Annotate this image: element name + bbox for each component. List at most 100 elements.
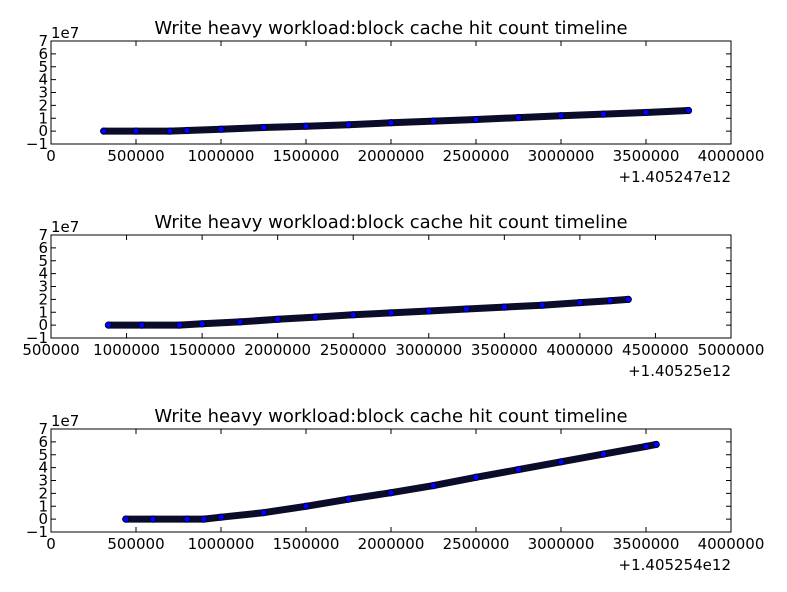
- data-point: [429, 117, 438, 125]
- x-tick-label: 500000: [22, 341, 79, 359]
- y-tick-label: 0: [38, 316, 48, 334]
- x-tick-label: 1000000: [188, 147, 255, 165]
- y-tick-label: 1: [38, 109, 48, 127]
- x-tick-label: 4000000: [546, 341, 613, 359]
- y-tick-label: 5: [38, 252, 48, 270]
- data-point: [472, 115, 480, 124]
- y-tick-label: −1: [26, 523, 48, 541]
- x-tick-label: 2000000: [358, 147, 425, 165]
- data-point: [599, 450, 608, 458]
- x-tick-label: 3000000: [528, 147, 595, 165]
- x-tick-label: 500000: [107, 535, 164, 553]
- data-point: [576, 298, 584, 307]
- y-tick-label: 6: [38, 45, 48, 63]
- y-tick-label: −1: [26, 135, 48, 153]
- y-tick-label: 3: [38, 278, 48, 296]
- x-tick-label: 2500000: [443, 535, 510, 553]
- x-tick-label: 3500000: [471, 341, 538, 359]
- x-tick-label: 1500000: [273, 147, 340, 165]
- y-scale-label: 1e7: [51, 218, 79, 236]
- data-point: [538, 301, 546, 309]
- chart-panel-1: Write heavy workload:block cache hit cou…: [26, 18, 765, 186]
- data-point: [557, 458, 565, 466]
- series-line: [104, 295, 632, 329]
- data-point: [200, 515, 208, 523]
- y-tick-label: 7: [38, 420, 48, 438]
- data-point: [429, 482, 438, 490]
- series-line: [122, 440, 660, 523]
- y-tick-label: 1: [38, 497, 48, 515]
- y-tick-label: 6: [38, 239, 48, 257]
- y-tick-label: 3: [38, 84, 48, 102]
- x-tick-label: 4000000: [698, 535, 765, 553]
- data-point: [302, 502, 310, 510]
- y-tick-label: 5: [38, 58, 48, 76]
- data-point: [599, 110, 608, 118]
- x-tick-label: 4000000: [698, 147, 765, 165]
- y-tick-label: −1: [26, 329, 48, 347]
- data-point: [514, 114, 523, 122]
- x-tick-label: 2000000: [244, 341, 311, 359]
- x-tick-label: 500000: [107, 147, 164, 165]
- data-point: [217, 125, 225, 133]
- data-point: [122, 515, 130, 523]
- y-tick-label: 7: [38, 32, 48, 50]
- data-point: [104, 321, 113, 329]
- y-tick-label: 6: [38, 433, 48, 451]
- y-tick-label: 4: [38, 71, 48, 89]
- chart-panel-2: Write heavy workload:block cache hit cou…: [22, 212, 764, 380]
- data-point: [652, 440, 660, 449]
- y-tick-label: 2: [38, 484, 48, 502]
- x-tick-label: 1500000: [273, 535, 340, 553]
- data-point: [606, 297, 614, 305]
- x-tick-label: 3500000: [613, 147, 680, 165]
- x-tick-label: 2500000: [320, 341, 387, 359]
- data-point: [100, 127, 108, 135]
- data-point: [684, 106, 693, 115]
- data-point: [183, 515, 191, 523]
- data-point: [642, 442, 650, 450]
- data-point: [149, 515, 157, 523]
- x-offset-label: +1.405254e12: [619, 556, 731, 574]
- x-tick-label: 3000000: [395, 341, 462, 359]
- x-tick-label: 3500000: [613, 535, 680, 553]
- x-tick-label: 3000000: [528, 535, 595, 553]
- data-point: [183, 126, 191, 135]
- x-tick-label: 0: [46, 535, 56, 553]
- data-point: [311, 313, 320, 321]
- data-point: [425, 307, 433, 315]
- chart-title: Write heavy workload:block cache hit cou…: [154, 18, 627, 39]
- chart-title: Write heavy workload:block cache hit cou…: [154, 212, 627, 233]
- data-point: [642, 108, 650, 117]
- series-line: [100, 107, 692, 135]
- data-point: [166, 127, 174, 135]
- x-tick-label: 2500000: [443, 147, 510, 165]
- y-tick-label: 4: [38, 459, 48, 477]
- data-point: [500, 303, 508, 311]
- data-point: [198, 320, 206, 328]
- y-tick-label: 4: [38, 265, 48, 283]
- x-tick-label: 1000000: [93, 341, 160, 359]
- x-tick-label: 2000000: [358, 535, 425, 553]
- data-point: [514, 465, 523, 474]
- data-point: [557, 112, 565, 120]
- y-tick-label: 5: [38, 446, 48, 464]
- x-tick-label: 0: [46, 147, 56, 165]
- x-tick-label: 1000000: [188, 535, 255, 553]
- data-point: [138, 321, 146, 329]
- data-point: [302, 122, 310, 130]
- chart-title: Write heavy workload:block cache hit cou…: [154, 406, 627, 427]
- data-point: [344, 495, 353, 503]
- data-point: [236, 318, 244, 326]
- y-scale-label: 1e7: [51, 24, 79, 42]
- data-point: [259, 509, 268, 517]
- y-tick-label: 0: [38, 510, 48, 528]
- data-point: [624, 295, 632, 303]
- data-point: [387, 489, 395, 497]
- data-point: [175, 321, 184, 329]
- x-offset-label: +1.40525e12: [628, 362, 731, 380]
- data-point: [349, 311, 357, 319]
- x-tick-label: 5000000: [698, 341, 765, 359]
